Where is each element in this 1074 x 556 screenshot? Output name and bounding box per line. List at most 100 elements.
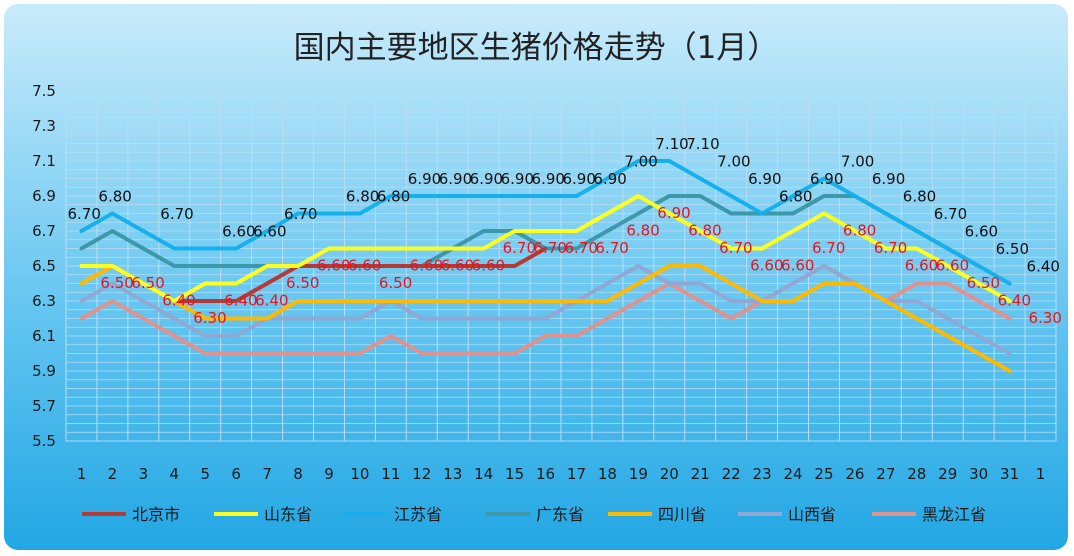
data-label: 6.60 (936, 257, 969, 275)
data-label: 6.70 (67, 205, 100, 223)
legend-label-3: 广东省 (536, 505, 584, 524)
legend-label-1: 山东省 (264, 505, 312, 524)
y-tick-label: 5.7 (32, 397, 56, 415)
y-tick-label: 6.7 (32, 222, 56, 240)
data-label: 6.40 (224, 292, 257, 310)
data-label: 6.70 (160, 205, 193, 223)
data-label: 6.90 (470, 170, 503, 188)
data-label: 6.90 (439, 170, 472, 188)
x-tick-label: 7 (262, 465, 272, 483)
data-label: 7.10 (686, 135, 719, 153)
data-label: 6.60 (781, 257, 814, 275)
y-tick-label: 6.1 (32, 327, 56, 345)
data-label: 6.80 (843, 222, 876, 240)
data-label: 6.60 (441, 257, 474, 275)
data-label: 6.80 (98, 188, 131, 206)
x-tick-label: 24 (783, 465, 802, 483)
x-tick-label: 10 (350, 465, 369, 483)
data-label: 6.80 (377, 188, 410, 206)
x-tick-label: 28 (907, 465, 926, 483)
x-tick-label: 9 (324, 465, 334, 483)
data-label: 6.50 (100, 274, 133, 292)
data-label: 6.50 (286, 274, 319, 292)
data-label: 6.60 (317, 257, 350, 275)
y-tick-label: 6.9 (32, 187, 56, 205)
data-label: 6.80 (903, 188, 936, 206)
y-tick-label: 7.1 (32, 152, 56, 170)
data-label: 6.90 (562, 170, 595, 188)
data-label: 6.90 (748, 170, 781, 188)
data-label: 6.90 (532, 170, 565, 188)
series-line-4 (79, 264, 1012, 373)
line-chart: 国内主要地区生猪价格走势（1月） 5.5 5.7 5.9 6.1 6.3 6.5 6.7 6.… (32, 30, 1062, 524)
data-label: 7.00 (624, 153, 657, 171)
x-tick-label: 14 (474, 465, 493, 483)
x-tick-label: 20 (660, 465, 679, 483)
series-line-3 (79, 194, 981, 268)
data-label: 6.70 (503, 239, 536, 257)
data-label: 7.00 (717, 153, 750, 171)
data-label: 6.40 (255, 292, 288, 310)
x-tick-label: 23 (753, 465, 772, 483)
data-label: 6.70 (874, 239, 907, 257)
data-label: 6.50 (379, 274, 412, 292)
data-label: 6.70 (812, 239, 845, 257)
x-tick-label: 26 (845, 465, 864, 483)
x-tick-label: 1 (1036, 465, 1046, 483)
series-lines (79, 159, 1012, 373)
y-tick-label: 7.5 (32, 82, 56, 100)
data-label: 6.70 (284, 205, 317, 223)
data-label: 6.80 (626, 222, 659, 240)
x-tick-label: 6 (231, 465, 241, 483)
x-tick-label: 4 (170, 465, 180, 483)
x-tick-label: 11 (381, 465, 400, 483)
data-label: 6.70 (564, 239, 597, 257)
data-label: 6.40 (162, 292, 195, 310)
series-line-1 (79, 194, 1012, 303)
legend-label-4: 四川省 (658, 505, 706, 524)
axes: 5.55.75.96.16.36.56.76.97.17.37.51 2 3 4 5 6 7… (32, 82, 1045, 483)
y-tick-label: 7.3 (32, 117, 56, 135)
data-label: 6.50 (996, 240, 1029, 258)
data-label: 6.90 (810, 170, 843, 188)
x-tick-label: 2 (108, 465, 118, 483)
data-labels: 6.706.806.706.606.606.706.806.806.906.90… (67, 135, 1061, 327)
x-tick-label: 31 (1000, 465, 1019, 483)
x-tick-label: 1 (77, 465, 87, 483)
data-label: 6.90 (872, 170, 905, 188)
legend-label-0: 北京市 (132, 505, 180, 524)
data-label: 6.60 (965, 223, 998, 241)
data-label: 6.60 (472, 257, 505, 275)
x-tick-label: 12 (412, 465, 431, 483)
data-label: 7.10 (655, 135, 688, 153)
data-label: 6.50 (131, 274, 164, 292)
data-label: 6.80 (688, 222, 721, 240)
x-tick-label: 29 (938, 465, 957, 483)
chart-title: 国内主要地区生猪价格走势（1月） (294, 30, 779, 66)
data-label: 6.70 (934, 205, 967, 223)
data-label: 6.60 (222, 223, 255, 241)
series-line-2 (79, 159, 1012, 286)
x-tick-label: 17 (567, 465, 586, 483)
legend-label-6: 黑龙江省 (922, 505, 986, 524)
x-tick-label: 15 (505, 465, 524, 483)
x-tick-label: 27 (876, 465, 895, 483)
data-label: 6.70 (719, 239, 752, 257)
chart-frame: 国内主要地区生猪价格走势（1月） 5.5 5.7 5.9 6.1 6.3 6.5 6.7 6.… (4, 4, 1068, 550)
y-tick-label: 6.3 (32, 292, 56, 310)
y-tick-label: 5.9 (32, 362, 56, 380)
data-label: 6.40 (1027, 258, 1060, 276)
y-tick-label: 5.5 (32, 432, 56, 450)
data-label: 6.50 (967, 274, 1000, 292)
data-label: 6.60 (348, 257, 381, 275)
data-label: 6.60 (750, 257, 783, 275)
data-label: 7.00 (841, 153, 874, 171)
y-tick-label: 6.5 (32, 257, 56, 275)
data-label: 6.90 (657, 204, 690, 222)
x-tick-label: 3 (139, 465, 149, 483)
data-label: 6.30 (193, 309, 226, 327)
data-label: 6.90 (408, 170, 441, 188)
data-label: 6.80 (346, 188, 379, 206)
data-label: 6.80 (779, 188, 812, 206)
x-tick-label: 30 (969, 465, 988, 483)
